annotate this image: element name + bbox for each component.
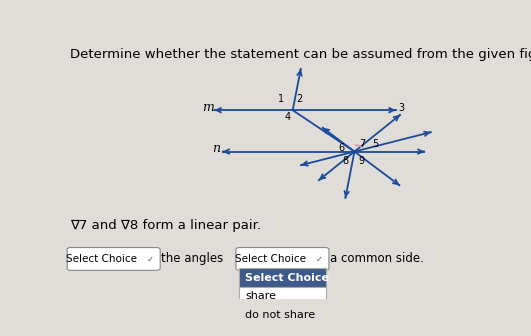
Text: 7: 7 — [359, 139, 365, 149]
Text: Select Choice: Select Choice — [66, 254, 137, 264]
Text: m: m — [202, 100, 215, 114]
Text: ✓: ✓ — [147, 254, 154, 263]
FancyBboxPatch shape — [239, 287, 326, 305]
Text: n: n — [212, 142, 220, 155]
Text: ∇7 and ∇8 form a linear pair.: ∇7 and ∇8 form a linear pair. — [71, 219, 261, 232]
Text: 5: 5 — [372, 139, 378, 149]
Text: 6: 6 — [338, 143, 344, 154]
Text: do not share: do not share — [245, 310, 315, 320]
Text: 9: 9 — [359, 156, 365, 166]
FancyBboxPatch shape — [239, 268, 326, 287]
Text: Select Choice: Select Choice — [235, 254, 305, 264]
Text: share: share — [245, 291, 277, 301]
FancyBboxPatch shape — [236, 248, 329, 270]
Text: Select Choice: Select Choice — [245, 272, 329, 283]
FancyBboxPatch shape — [67, 248, 160, 270]
Text: ✓: ✓ — [316, 254, 323, 263]
Text: Determine whether the statement can be assumed from the given figure. Explain.: Determine whether the statement can be a… — [71, 48, 531, 61]
FancyBboxPatch shape — [239, 305, 326, 324]
Text: 4: 4 — [285, 112, 291, 122]
Text: a common side.: a common side. — [330, 252, 424, 265]
Text: 2: 2 — [296, 94, 302, 104]
Text: 1: 1 — [278, 94, 284, 104]
Text: 3: 3 — [399, 103, 405, 113]
Text: 8: 8 — [342, 156, 348, 166]
Text: the angles: the angles — [161, 252, 223, 265]
